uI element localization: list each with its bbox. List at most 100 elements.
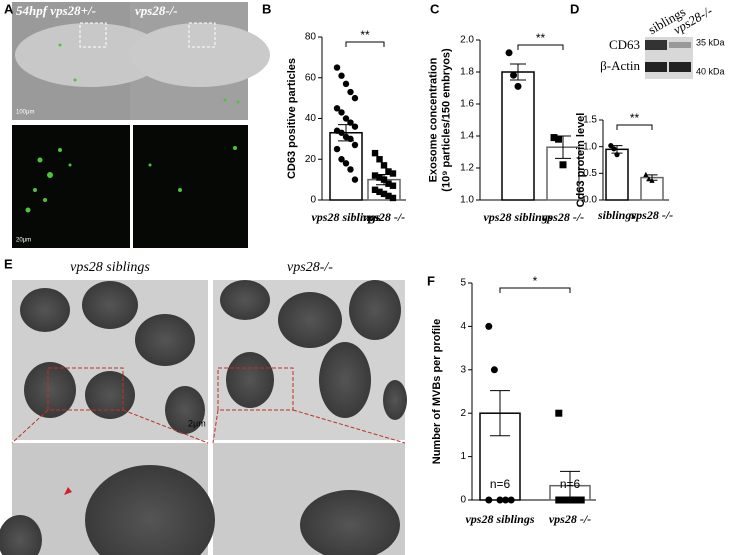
data-point [338,109,345,116]
data-point [485,322,493,330]
data-point [566,496,574,504]
annotation: n=6 [490,477,511,491]
data-point [550,134,558,142]
y-tick-label: 2.0 [460,35,474,46]
data-point [376,174,383,181]
data-point [502,496,510,504]
significance: ** [536,31,546,45]
y-tick-label: 1.8 [460,67,474,78]
data-point [333,105,341,112]
y-tick-label: 0.0 [583,195,597,206]
data-point [347,119,354,126]
data-point [608,143,614,149]
data-point [507,496,515,504]
scale-label: 2μm [188,418,206,428]
panel-label: C [430,1,440,16]
data-point [371,186,379,194]
significance: ** [360,28,370,42]
data-point [385,192,392,200]
y-tick-label: 1.6 [460,99,474,110]
nuclei [0,280,407,555]
zoom-line [122,409,209,444]
y-tick-label: 3 [460,364,466,375]
zoom-box [79,22,107,48]
data-point [555,496,563,504]
significance-bracket [616,124,653,130]
y-tick-label: 1.4 [460,131,474,142]
bar [501,71,535,201]
y-axis-label: CD63 positive particles [286,58,298,179]
data-point [338,129,345,136]
data-point [385,168,392,175]
data-point [577,496,585,504]
zoom-box [188,22,216,48]
x-tick-label: vps28 -/- [549,512,591,526]
image [12,125,130,248]
image-label: 54hpf vps28+/- [16,3,96,18]
fluorescent-dots [25,43,240,213]
scale-label: 20μm [16,238,31,244]
image-label: vps28 siblings [70,260,150,275]
zoom-box [47,367,124,411]
y-tick-label: 2 [460,408,466,419]
band [669,62,691,72]
data-point [555,409,563,417]
zoom-line [212,409,219,444]
image-label: vps28-/- [287,260,333,275]
x-tick-label: vps28 siblings [483,210,552,224]
data-point [351,123,359,130]
y-tick-label: 40 [305,113,317,124]
band [669,42,691,48]
data-point [389,170,397,177]
marker-label: 35 kDa [696,37,725,47]
x-tick-label: vps28 siblings [465,512,534,526]
data-point [385,180,392,187]
panel-label: B [262,1,271,16]
scale-label: 100μm [16,110,34,116]
data-point [559,161,567,169]
y-tick-label: 0.5 [583,168,597,179]
data-point [347,135,354,143]
y-tick-label: 60 [305,72,317,83]
data-point [389,182,397,189]
data-point [371,172,379,179]
data-point [351,94,359,102]
y-axis-label: Cd63 protein level [575,113,587,208]
data-point [376,156,383,163]
y-axis-label: Number of MVBs per profile [431,319,443,464]
x-tick-label: vps28 -/- [363,210,405,224]
significance-bracket [345,41,385,47]
y-axis-label: Exosome concentration [427,57,439,182]
data-point [380,176,388,183]
x-tick-label: siblings [597,208,636,222]
band-label: CD63 [609,37,640,52]
error-bar [490,390,510,437]
data-point [380,162,388,169]
data-point [514,82,522,90]
data-point [333,145,341,153]
significance-bracket [499,287,571,293]
y-tick-label: 1.0 [583,141,597,152]
y-tick-label: 1.5 [583,115,597,126]
panel-label: F [427,273,435,288]
arrowhead [64,487,72,495]
embryo [15,23,165,87]
data-point [338,72,345,79]
x-tick-label: vps28 -/- [631,208,673,222]
data-point [342,160,350,167]
y-axis-label: (10⁹ particles/150 embryos) [440,48,452,192]
data-point [485,496,493,504]
data-point [376,188,383,196]
bar [546,146,580,201]
panel-label: A [4,1,14,16]
y-tick-label: 1 [460,451,466,462]
x-tick-label: vps28 siblings [311,210,380,224]
band-label: β-Actin [600,58,640,73]
y-tick-label: 0 [310,195,316,206]
data-point [380,190,388,198]
zoom-box [217,367,294,411]
panel-label: D [570,1,579,16]
significance: ** [630,111,640,125]
data-point [333,64,341,71]
